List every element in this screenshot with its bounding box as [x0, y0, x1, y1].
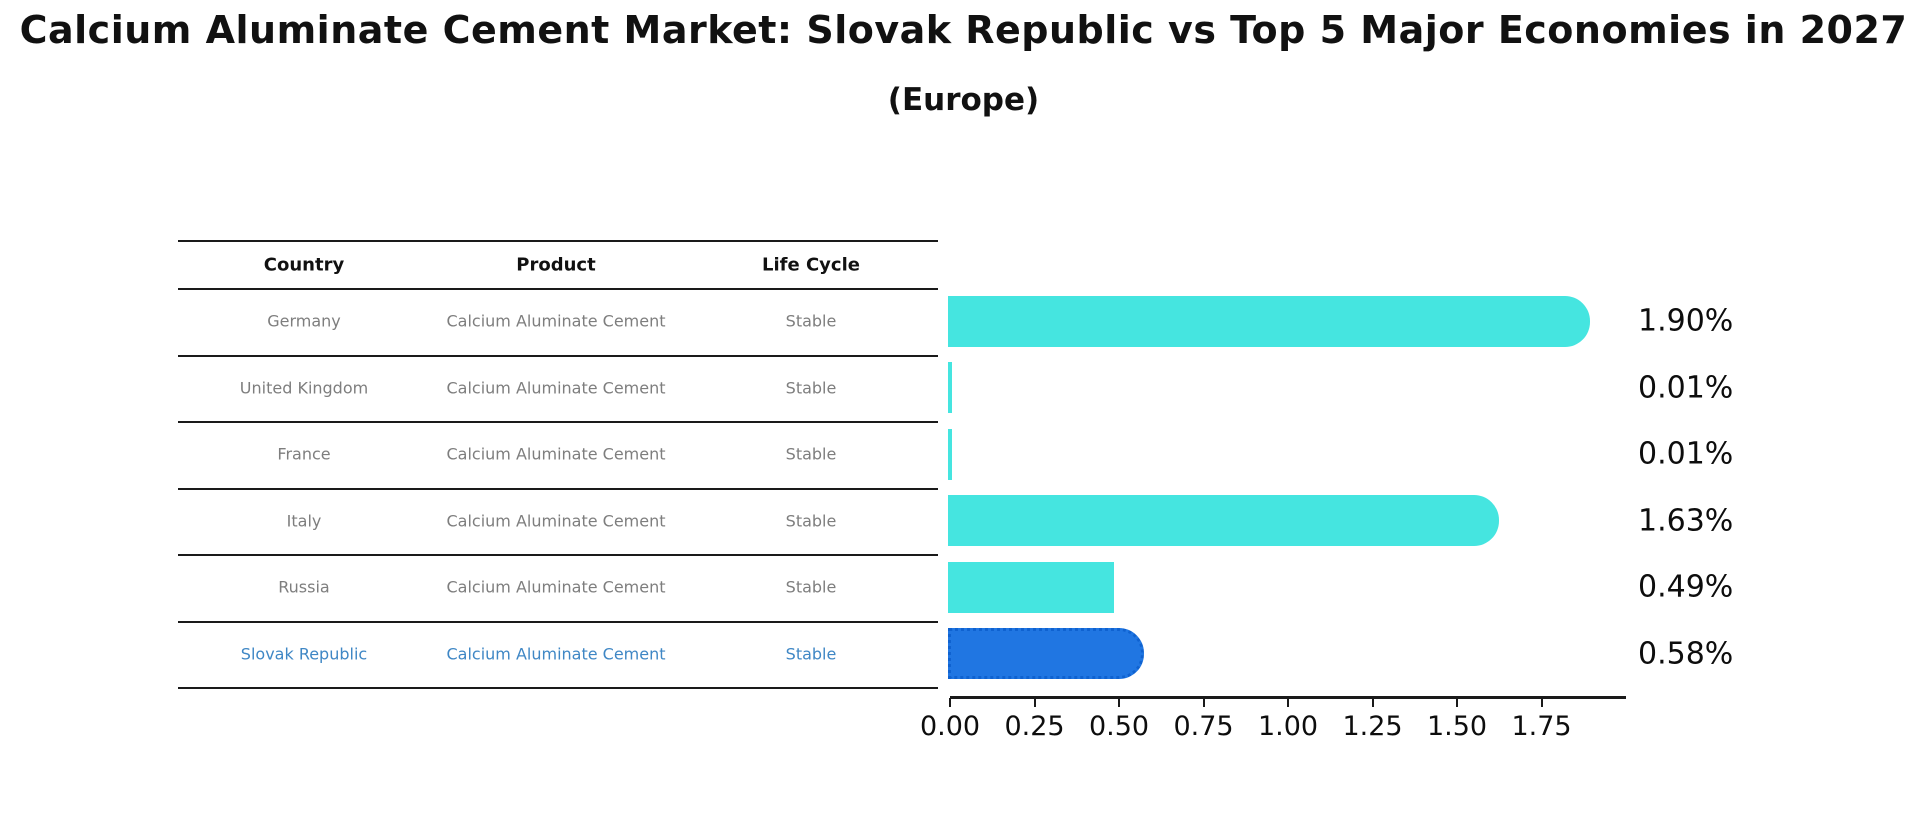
- table-row-rule: [178, 487, 938, 490]
- value-label-united-kingdom: 0.01%: [1638, 370, 1734, 406]
- bar-united-kingdom: [948, 362, 952, 414]
- x-axis-tick-label: 0.75: [1173, 711, 1234, 742]
- x-axis-line: [950, 696, 1626, 699]
- cell-life-cycle-russia: Stable: [785, 577, 837, 597]
- bar-italy: [948, 495, 1499, 547]
- cell-country-russia: Russia: [278, 577, 330, 597]
- bar-russia: [948, 561, 1114, 613]
- cell-country-italy: Italy: [286, 511, 322, 531]
- x-axis-tick-label: 1.00: [1257, 711, 1319, 742]
- cell-country-united-kingdom: United Kingdom: [239, 378, 369, 398]
- column-header-country: Country: [263, 254, 345, 276]
- x-axis-tick-label: 0.50: [1088, 711, 1150, 742]
- x-axis-tick-label: 0.00: [919, 711, 981, 742]
- x-axis-tick: [1371, 698, 1374, 707]
- column-header-life-cycle: Life Cycle: [762, 254, 860, 276]
- table-row-rule: [178, 554, 938, 556]
- cell-life-cycle-slovak-republic: Stable: [785, 644, 837, 664]
- x-axis-tick-label: 0.25: [1004, 711, 1065, 742]
- x-axis-tick: [1202, 698, 1205, 707]
- value-label-russia: 0.49%: [1638, 569, 1734, 605]
- x-axis-tick: [1033, 698, 1036, 707]
- table-row-rule: [178, 354, 938, 357]
- x-axis-tick: [1540, 698, 1543, 707]
- x-axis-tick: [1287, 698, 1289, 707]
- x-axis-tick-label: 1.50: [1426, 711, 1488, 742]
- cell-product-slovak-republic: Calcium Aluminate Cement: [446, 644, 666, 664]
- cell-product-france: Calcium Aluminate Cement: [446, 444, 666, 464]
- x-axis-tick-label: 1.75: [1511, 711, 1572, 742]
- table-row-rule: [178, 620, 938, 623]
- x-axis-tick: [1456, 698, 1458, 707]
- value-label-slovak-republic: 0.58%: [1638, 636, 1734, 672]
- x-axis-tick: [949, 698, 951, 707]
- value-label-france: 0.01%: [1638, 436, 1734, 472]
- cell-country-germany: Germany: [267, 311, 341, 331]
- cell-life-cycle-italy: Stable: [785, 511, 837, 531]
- value-label-italy: 1.63%: [1638, 503, 1734, 539]
- table-header-rule: [178, 288, 938, 290]
- x-axis-tick: [1118, 698, 1120, 707]
- cell-product-italy: Calcium Aluminate Cement: [446, 511, 666, 531]
- cell-life-cycle-united-kingdom: Stable: [785, 378, 837, 398]
- chart-subtitle: (Europe): [887, 82, 1040, 118]
- bar-slovak-republic: [948, 628, 1145, 680]
- table-top-rule: [178, 240, 938, 242]
- bar-germany: [948, 295, 1591, 347]
- bar-france: [948, 428, 952, 480]
- cell-product-united-kingdom: Calcium Aluminate Cement: [446, 378, 666, 398]
- cell-country-slovak-republic: Slovak Republic: [240, 644, 368, 664]
- cell-life-cycle-germany: Stable: [785, 311, 837, 331]
- x-axis-tick-label: 1.25: [1342, 711, 1403, 742]
- column-header-product: Product: [516, 254, 596, 276]
- table-row-rule: [178, 421, 938, 423]
- value-label-germany: 1.90%: [1638, 303, 1734, 339]
- cell-product-russia: Calcium Aluminate Cement: [446, 577, 666, 597]
- cell-product-germany: Calcium Aluminate Cement: [446, 311, 666, 331]
- chart-title: Calcium Aluminate Cement Market: Slovak …: [19, 8, 1908, 52]
- table-row-rule: [178, 687, 938, 689]
- cell-country-france: France: [277, 444, 331, 464]
- cell-life-cycle-france: Stable: [785, 444, 837, 464]
